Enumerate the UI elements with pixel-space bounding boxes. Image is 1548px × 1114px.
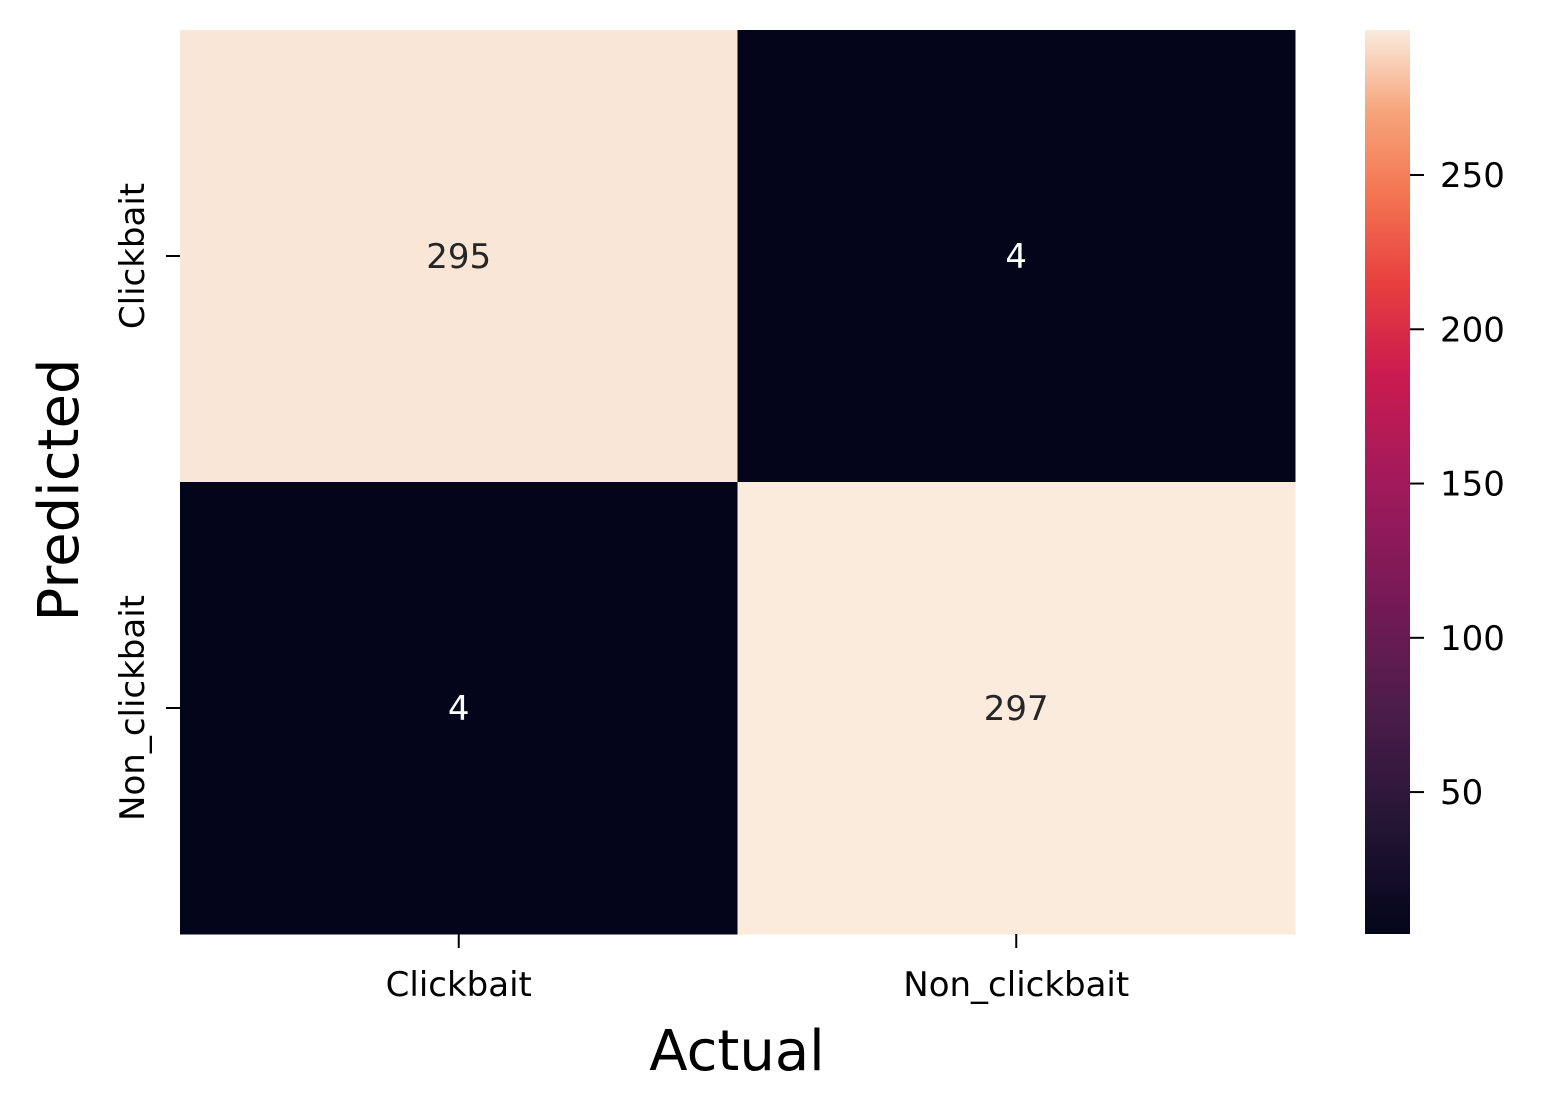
- heatmap-cell: [180, 30, 738, 483]
- y-axis-ticks: Clickbait Non_clickbait: [113, 183, 180, 821]
- heatmap-cell: [737, 482, 1296, 935]
- colorbar-ticks: 50 100 150 200 250: [1410, 156, 1505, 813]
- cell-value-label: 295: [426, 237, 491, 277]
- colorbar-tick-label: 50: [1440, 773, 1483, 813]
- cell-value-label: 4: [448, 689, 470, 729]
- y-tick-label: Non_clickbait: [113, 595, 153, 821]
- x-axis-ticks: Clickbait Non_clickbait: [386, 934, 1129, 1005]
- x-axis-title: Actual: [649, 1019, 824, 1084]
- y-tick-label: Clickbait: [113, 183, 153, 329]
- cell-value-label: 297: [984, 689, 1049, 729]
- heatmap-cells: [180, 30, 1296, 935]
- colorbar-tick-label: 250: [1440, 156, 1505, 196]
- y-axis-title: Predicted: [27, 359, 92, 622]
- colorbar: [1365, 30, 1410, 934]
- colorbar-tick-label: 200: [1440, 310, 1505, 350]
- colorbar-tick-label: 150: [1440, 465, 1505, 505]
- heatmap-cell: [180, 482, 738, 935]
- x-tick-label: Non_clickbait: [903, 965, 1129, 1005]
- heatmap-cell: [737, 30, 1296, 483]
- cell-value-label: 4: [1005, 237, 1027, 277]
- x-tick-label: Clickbait: [386, 965, 532, 1005]
- colorbar-tick-label: 100: [1440, 619, 1505, 659]
- cell-value-labels: 295 4 4 297: [426, 237, 1048, 729]
